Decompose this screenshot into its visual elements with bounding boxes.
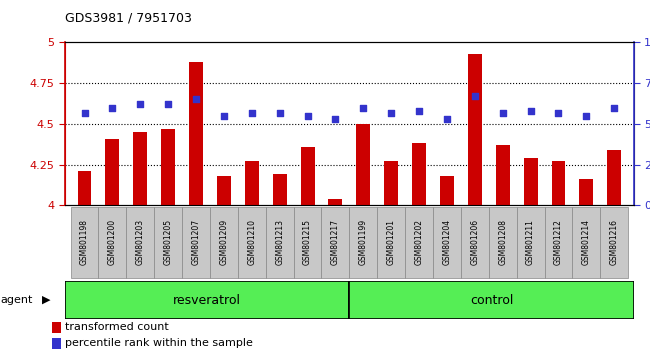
FancyBboxPatch shape bbox=[517, 207, 545, 278]
Point bbox=[442, 116, 452, 122]
Bar bbox=[217, 176, 231, 205]
Bar bbox=[52, 338, 60, 349]
Point bbox=[330, 116, 341, 122]
Bar bbox=[77, 171, 92, 205]
Bar bbox=[551, 161, 566, 205]
Point bbox=[107, 105, 118, 110]
Point bbox=[274, 110, 285, 115]
Point bbox=[246, 110, 257, 115]
Text: GSM801200: GSM801200 bbox=[108, 218, 117, 265]
FancyBboxPatch shape bbox=[266, 207, 294, 278]
FancyBboxPatch shape bbox=[322, 207, 350, 278]
Text: GDS3981 / 7951703: GDS3981 / 7951703 bbox=[65, 12, 192, 25]
Text: control: control bbox=[470, 293, 514, 307]
FancyBboxPatch shape bbox=[601, 207, 628, 278]
Bar bbox=[384, 161, 398, 205]
Point bbox=[581, 113, 592, 119]
FancyBboxPatch shape bbox=[294, 207, 322, 278]
Bar bbox=[245, 161, 259, 205]
Text: GSM801202: GSM801202 bbox=[415, 219, 424, 264]
Bar bbox=[440, 176, 454, 205]
Text: ▶: ▶ bbox=[42, 295, 51, 305]
Point bbox=[135, 102, 146, 107]
FancyBboxPatch shape bbox=[433, 207, 461, 278]
FancyBboxPatch shape bbox=[182, 207, 210, 278]
Bar bbox=[52, 322, 60, 333]
Bar bbox=[412, 143, 426, 205]
Point bbox=[386, 110, 396, 115]
Point bbox=[497, 110, 508, 115]
Bar bbox=[607, 150, 621, 205]
Point bbox=[470, 93, 480, 99]
Point bbox=[79, 110, 90, 115]
Point bbox=[163, 102, 174, 107]
Point bbox=[553, 110, 564, 115]
Text: GSM801198: GSM801198 bbox=[80, 219, 89, 264]
FancyBboxPatch shape bbox=[210, 207, 238, 278]
Text: GSM801216: GSM801216 bbox=[610, 219, 619, 264]
Text: GSM801201: GSM801201 bbox=[387, 219, 396, 264]
Point bbox=[525, 108, 536, 114]
Bar bbox=[468, 54, 482, 205]
Text: percentile rank within the sample: percentile rank within the sample bbox=[65, 338, 253, 348]
FancyBboxPatch shape bbox=[573, 207, 601, 278]
Text: GSM801208: GSM801208 bbox=[498, 219, 507, 264]
Text: GSM801203: GSM801203 bbox=[136, 218, 145, 265]
Bar bbox=[161, 129, 175, 205]
Text: GSM801217: GSM801217 bbox=[331, 219, 340, 264]
Text: GSM801205: GSM801205 bbox=[164, 218, 173, 265]
FancyBboxPatch shape bbox=[98, 207, 126, 278]
Text: transformed count: transformed count bbox=[65, 322, 168, 332]
FancyBboxPatch shape bbox=[461, 207, 489, 278]
FancyBboxPatch shape bbox=[154, 207, 182, 278]
Point bbox=[302, 113, 313, 119]
Text: GSM801207: GSM801207 bbox=[192, 218, 201, 265]
Bar bbox=[350, 281, 634, 319]
FancyBboxPatch shape bbox=[489, 207, 517, 278]
Text: GSM801211: GSM801211 bbox=[526, 219, 535, 264]
Bar bbox=[189, 62, 203, 205]
Text: GSM801215: GSM801215 bbox=[303, 219, 312, 264]
Bar bbox=[273, 175, 287, 205]
Text: GSM801209: GSM801209 bbox=[220, 218, 228, 265]
FancyBboxPatch shape bbox=[545, 207, 573, 278]
FancyBboxPatch shape bbox=[71, 207, 98, 278]
Text: agent: agent bbox=[1, 295, 33, 305]
Bar bbox=[579, 179, 593, 205]
FancyBboxPatch shape bbox=[126, 207, 154, 278]
Point bbox=[191, 97, 202, 102]
Text: GSM801206: GSM801206 bbox=[471, 218, 479, 265]
Text: GSM801212: GSM801212 bbox=[554, 219, 563, 264]
Text: GSM801210: GSM801210 bbox=[247, 219, 256, 264]
FancyBboxPatch shape bbox=[377, 207, 405, 278]
Bar bbox=[524, 158, 538, 205]
Text: GSM801214: GSM801214 bbox=[582, 219, 591, 264]
Text: GSM801204: GSM801204 bbox=[443, 218, 452, 265]
Bar bbox=[300, 147, 315, 205]
Bar bbox=[133, 132, 148, 205]
Text: resveratrol: resveratrol bbox=[173, 293, 241, 307]
Point bbox=[218, 113, 229, 119]
FancyBboxPatch shape bbox=[405, 207, 433, 278]
Bar bbox=[496, 145, 510, 205]
FancyBboxPatch shape bbox=[238, 207, 266, 278]
Text: GSM801199: GSM801199 bbox=[359, 218, 368, 265]
Point bbox=[414, 108, 424, 114]
Bar bbox=[356, 124, 370, 205]
FancyBboxPatch shape bbox=[350, 207, 377, 278]
Bar bbox=[105, 138, 120, 205]
Bar bbox=[328, 199, 343, 205]
Point bbox=[609, 105, 619, 110]
Bar bbox=[65, 281, 350, 319]
Point bbox=[358, 105, 369, 110]
Text: GSM801213: GSM801213 bbox=[275, 219, 284, 264]
